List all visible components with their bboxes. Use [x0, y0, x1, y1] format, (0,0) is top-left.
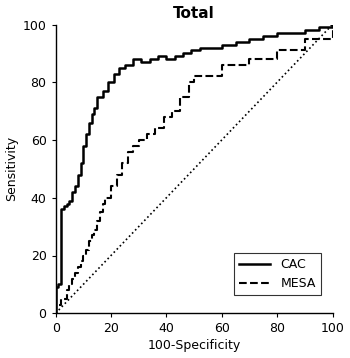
Legend: CAC, MESA: CAC, MESA — [234, 253, 321, 295]
X-axis label: 100-Specificity: 100-Specificity — [147, 339, 241, 352]
Title: Total: Total — [173, 6, 215, 20]
Y-axis label: Sensitivity: Sensitivity — [6, 136, 19, 202]
